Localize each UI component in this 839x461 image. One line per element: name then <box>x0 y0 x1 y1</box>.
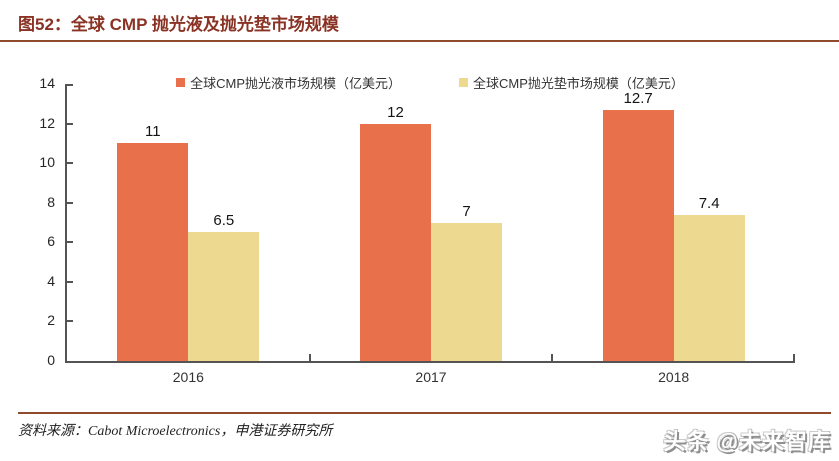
y-axis-tick <box>67 84 73 86</box>
watermark: 头条 @未来智库 <box>663 429 831 454</box>
source-note: 资料来源：Cabot Microelectronics，申港证券研究所 <box>18 424 333 439</box>
bar-series2-2017 <box>431 222 502 361</box>
legend-item-series1: 全球CMP抛光液市场规模（亿美元） <box>176 73 401 92</box>
chart-legend: 全球CMP抛光液市场规模（亿美元） 全球CMP抛光垫市场规模（亿美元） <box>65 73 795 92</box>
value-label: 12 <box>387 103 404 121</box>
y-axis-label: 2 <box>47 312 55 329</box>
y-axis-tick <box>67 122 73 125</box>
y-axis-label: 12 <box>39 114 55 131</box>
x-axis-label: 2017 <box>415 369 447 385</box>
y-axis-label: 8 <box>47 193 55 210</box>
y-axis-label: 10 <box>39 154 55 171</box>
legend-swatch-icon <box>459 78 468 87</box>
y-axis-label: 14 <box>39 75 55 91</box>
x-axis-tick <box>793 354 795 361</box>
bar-series2-2018 <box>673 214 745 361</box>
y-axis-tick <box>67 162 73 165</box>
bar-series1-2017 <box>360 123 431 361</box>
value-label: 11 <box>145 123 161 141</box>
bar-series1-2016 <box>117 143 189 361</box>
y-axis-tick <box>67 241 73 244</box>
y-axis-tick <box>67 201 73 204</box>
plot-area: 0 2 4 6 8 10 12 14 11 6.5 2016 12 7 2017 12.7 7.4 2018 <box>39 75 795 385</box>
title-rule <box>0 40 839 42</box>
value-label: 6.5 <box>213 212 235 230</box>
legend-label: 全球CMP抛光液市场规模（亿美元） <box>190 76 401 91</box>
value-label: 7 <box>462 202 471 220</box>
y-axis-tick <box>67 280 73 283</box>
y-axis-label: 6 <box>47 233 55 250</box>
bar-series2-2016 <box>188 232 260 361</box>
x-axis-tick <box>308 354 311 361</box>
legend-label: 全球CMP抛光垫市场规模（亿美元） <box>473 76 684 91</box>
x-axis-label: 2016 <box>172 369 204 385</box>
figure-title: 图52：全球 CMP 抛光液及抛光垫市场规模 <box>18 15 339 34</box>
value-label: 7.4 <box>698 194 720 212</box>
x-axis-tick <box>551 354 554 361</box>
legend-item-series2: 全球CMP抛光垫市场规模（亿美元） <box>459 73 684 92</box>
y-axis-label: 0 <box>47 352 55 368</box>
value-label: 12.7 <box>623 89 653 107</box>
y-axis-label: 4 <box>47 272 55 289</box>
source-rule <box>18 412 831 414</box>
x-axis-label: 2018 <box>658 369 690 385</box>
y-axis-tick <box>67 320 73 323</box>
bar-series1-2018 <box>602 109 674 361</box>
legend-swatch-icon <box>176 78 186 87</box>
